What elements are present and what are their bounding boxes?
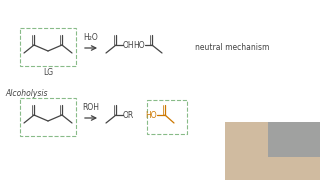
Text: Alcoholysis: Alcoholysis <box>5 89 47 98</box>
Bar <box>20 98 76 136</box>
Text: OH: OH <box>123 40 135 50</box>
Text: HO: HO <box>145 111 157 120</box>
Text: ROH: ROH <box>83 103 100 112</box>
Text: LG: LG <box>43 68 53 77</box>
Text: OR: OR <box>123 111 134 120</box>
Bar <box>20 28 76 66</box>
Bar <box>268 122 320 157</box>
Bar <box>225 122 320 180</box>
Text: HO: HO <box>133 40 145 50</box>
Bar <box>147 100 187 134</box>
Text: H₂O: H₂O <box>84 33 98 42</box>
Text: neutral mechanism: neutral mechanism <box>195 44 269 53</box>
